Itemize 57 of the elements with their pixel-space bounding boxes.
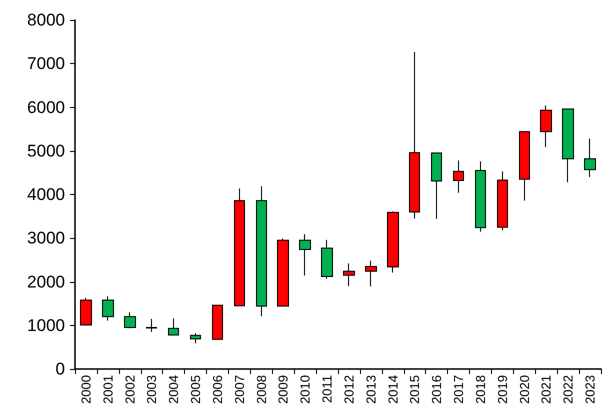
x-tick-label: 2014 <box>385 375 400 404</box>
y-tick-label: 5000 <box>27 141 65 160</box>
candlestick <box>234 188 245 306</box>
x-tick-label: 2022 <box>560 375 576 404</box>
x-tick-label: 2002 <box>122 375 138 404</box>
candlestick <box>146 318 157 332</box>
candlestick <box>168 318 179 336</box>
candlestick <box>584 138 596 178</box>
x-tick-label: 2023 <box>582 375 598 404</box>
candlestick <box>453 160 464 194</box>
candlestick <box>409 51 420 219</box>
x-tick-label: 2006 <box>210 375 225 404</box>
y-tick-label: 3000 <box>27 228 65 248</box>
y-tick-label: 4000 <box>27 185 65 204</box>
x-tick-label: 2013 <box>363 375 378 404</box>
x-tick-label: 2015 <box>407 375 422 404</box>
x-tick-label: 2011 <box>320 375 335 403</box>
candlestick <box>256 186 267 317</box>
x-tick-label: 2017 <box>451 375 466 404</box>
x-tick-label: 2016 <box>429 375 444 404</box>
x-tick-label: 2000 <box>78 375 94 404</box>
candlestick <box>124 312 136 329</box>
x-tick-label: 2010 <box>298 375 313 404</box>
y-tick-label: 1000 <box>27 316 65 335</box>
candlestick <box>80 297 92 326</box>
candlestick <box>365 260 377 288</box>
x-tick-label: 2008 <box>254 375 269 404</box>
y-tick-label: 8000 <box>27 10 65 30</box>
candlestick <box>277 238 289 307</box>
candlestick <box>497 170 508 231</box>
candlestick <box>190 332 201 344</box>
candlestick <box>321 239 333 280</box>
x-tick-label: 2004 <box>166 375 182 404</box>
candlestick <box>212 304 223 340</box>
x-tick-label: 2007 <box>232 375 247 404</box>
y-tick-label: 6000 <box>27 98 65 117</box>
x-tick-label: 2012 <box>341 375 356 404</box>
x-tick-label: 2021 <box>538 375 554 404</box>
candlestick <box>299 234 311 276</box>
y-tick-label: 7000 <box>27 54 65 74</box>
x-tick-label: 2005 <box>188 375 204 404</box>
x-tick-label: 2001 <box>100 375 116 404</box>
candlestick <box>387 211 399 274</box>
candlestick <box>475 160 486 232</box>
x-tick-label: 2019 <box>494 375 510 404</box>
candlestick <box>343 262 355 287</box>
y-tick-label: 0 <box>56 360 65 378</box>
candlestick <box>562 108 574 183</box>
candlestick <box>102 296 114 322</box>
candlestick <box>431 152 442 220</box>
candlestick <box>519 131 530 202</box>
x-tick-label: 2003 <box>144 375 160 404</box>
x-tick-label: 2018 <box>472 375 488 404</box>
candlestick <box>540 105 552 148</box>
x-tick-label: 2020 <box>516 375 532 404</box>
y-tick-label: 2000 <box>27 272 65 292</box>
x-tick-label: 2009 <box>276 375 291 404</box>
